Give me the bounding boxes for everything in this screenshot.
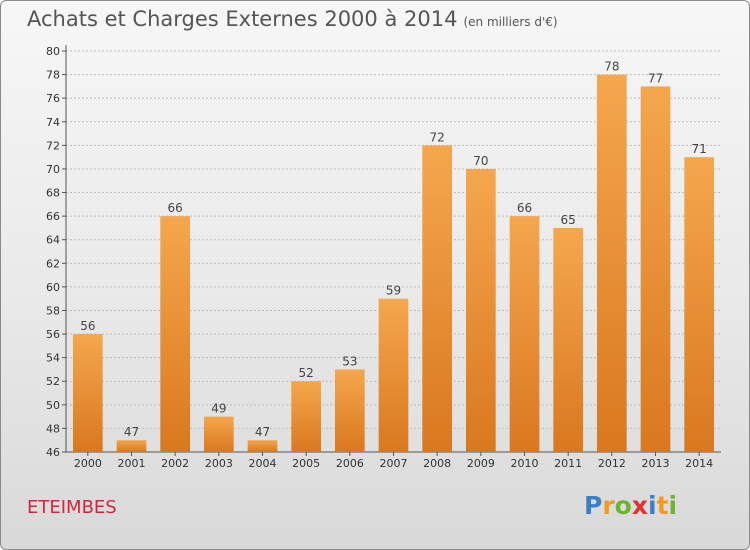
y-tick-label: 64: [46, 234, 60, 247]
y-tick-label: 66: [46, 210, 60, 223]
proxiti-logo[interactable]: Proxiti: [584, 491, 677, 520]
y-tick-label: 48: [46, 422, 60, 435]
x-tick-label: 2006: [336, 457, 364, 470]
bar: [640, 86, 671, 452]
bar-value-label: 53: [342, 354, 357, 368]
y-tick-label: 54: [46, 352, 60, 365]
bars: [72, 74, 715, 453]
bar: [422, 145, 453, 452]
x-tick-label: 2012: [598, 457, 626, 470]
bar-value-label: 59: [386, 284, 401, 298]
x-tick-label: 2014: [685, 457, 713, 470]
x-tick-label: 2002: [161, 457, 189, 470]
bar: [291, 381, 322, 452]
bar: [378, 298, 409, 452]
commune-name: ETEIMBES: [27, 497, 117, 518]
logo-letter: t: [656, 491, 669, 520]
y-tick-label: 80: [46, 45, 60, 58]
chart-title: Achats et Charges Externes 2000 à 2014 (e…: [27, 7, 558, 31]
bar-value-label: 71: [692, 142, 707, 156]
y-tick-label: 74: [46, 116, 60, 129]
bar-value-label: 78: [604, 60, 619, 74]
bar-value-label: 56: [80, 319, 95, 333]
x-tick-label: 2013: [642, 457, 670, 470]
bar-value-label: 77: [648, 71, 663, 85]
y-tick-label: 70: [46, 163, 60, 176]
chart-title-text: Achats et Charges Externes 2000 à 2014: [27, 7, 458, 31]
logo-letter: o: [614, 491, 632, 520]
bar-value-label: 49: [211, 402, 226, 416]
bar-value-label: 66: [517, 201, 532, 215]
bar: [509, 216, 540, 452]
logo-letter: i: [648, 491, 657, 520]
y-tick-label: 62: [46, 257, 60, 270]
x-tick-label: 2009: [467, 457, 495, 470]
bar: [465, 168, 496, 453]
y-tick-label: 78: [46, 69, 60, 82]
x-tick-label: 2011: [554, 457, 582, 470]
y-tick-label: 52: [46, 375, 60, 388]
bar-value-label: 66: [168, 201, 183, 215]
logo-letter: i: [668, 491, 678, 520]
bar: [553, 227, 584, 452]
bar: [684, 157, 715, 452]
bar: [203, 416, 234, 452]
y-tick-label: 72: [46, 139, 60, 152]
y-tick-label: 56: [46, 328, 60, 341]
x-tick-label: 2007: [380, 457, 408, 470]
y-tick-label: 76: [46, 92, 60, 105]
x-tick-label: 2001: [118, 457, 146, 470]
x-tick-label: 2008: [423, 457, 451, 470]
bar: [116, 440, 147, 452]
labels: 56 2000 47 2001 66 2002 49 2003 47 2004 52 2005 53 20…: [74, 60, 713, 470]
chart-subtitle: (en milliers d'€): [463, 15, 558, 29]
bar-value-label: 52: [299, 366, 314, 380]
bar-value-label: 47: [255, 425, 270, 439]
bar: [247, 440, 278, 452]
bar-value-label: 72: [430, 130, 445, 144]
bar: [160, 216, 191, 452]
y-tick-label: 68: [46, 187, 60, 200]
x-tick-label: 2005: [292, 457, 320, 470]
y-tick-label: 50: [46, 399, 60, 412]
bar-value-label: 65: [561, 213, 576, 227]
bar: [596, 74, 627, 453]
bar-value-label: 70: [473, 154, 488, 168]
x-tick-label: 2003: [205, 457, 233, 470]
x-tick-label: 2004: [249, 457, 277, 470]
bar: [334, 369, 365, 452]
y-tick-label: 58: [46, 304, 60, 317]
logo-letter: r: [602, 491, 615, 520]
y-tick-label: 46: [46, 446, 60, 459]
x-tick-label: 2000: [74, 457, 102, 470]
bar-value-label: 47: [124, 425, 139, 439]
logo-letter: x: [631, 491, 648, 520]
y-tick-label: 60: [46, 281, 60, 294]
logo-letter: P: [584, 491, 603, 520]
x-tick-label: 2010: [511, 457, 539, 470]
bar: [72, 334, 103, 452]
